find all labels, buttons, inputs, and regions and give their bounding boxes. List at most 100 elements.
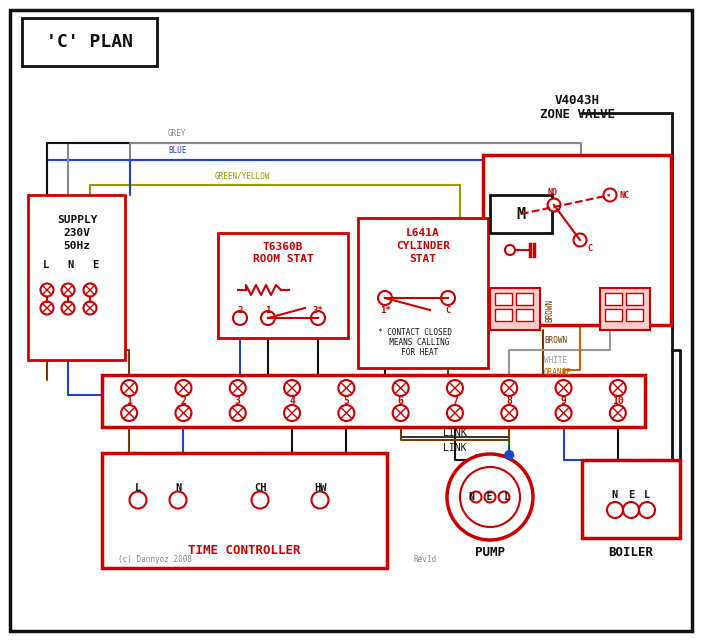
Text: 4: 4 (289, 396, 295, 406)
Circle shape (230, 380, 246, 396)
Circle shape (62, 283, 74, 297)
Circle shape (623, 502, 639, 518)
Text: 6: 6 (398, 396, 404, 406)
Circle shape (505, 451, 513, 459)
Bar (490, 288, 540, 330)
Text: 50Hz: 50Hz (63, 241, 91, 251)
Text: L: L (644, 490, 650, 500)
Circle shape (501, 405, 517, 421)
Circle shape (84, 301, 96, 315)
Text: SUPPLY: SUPPLY (57, 215, 98, 225)
Text: 1*: 1* (380, 306, 390, 315)
Text: WHITE: WHITE (544, 356, 567, 365)
Circle shape (447, 380, 463, 396)
Circle shape (610, 380, 626, 396)
Text: L   N   E: L N E (43, 260, 99, 270)
Bar (102, 453, 387, 568)
Circle shape (312, 492, 329, 508)
Text: C: C (445, 306, 451, 315)
Circle shape (378, 291, 392, 305)
Circle shape (548, 199, 560, 212)
Text: 3*: 3* (312, 306, 324, 315)
Circle shape (610, 405, 626, 421)
Circle shape (392, 405, 409, 421)
Text: C: C (588, 244, 592, 253)
Circle shape (607, 502, 623, 518)
Bar (600, 288, 650, 330)
Text: BROWN: BROWN (545, 299, 554, 322)
Text: 5: 5 (343, 396, 350, 406)
Circle shape (460, 467, 520, 527)
Text: ORANGE: ORANGE (544, 367, 571, 376)
Bar (495, 309, 512, 321)
Bar (490, 195, 552, 233)
Text: T6360B: T6360B (263, 242, 303, 252)
Text: 2: 2 (237, 306, 243, 315)
Text: 10: 10 (612, 396, 623, 406)
Circle shape (574, 233, 586, 247)
Circle shape (639, 502, 655, 518)
Text: BROWN: BROWN (544, 335, 567, 344)
Text: 8: 8 (506, 396, 512, 406)
Bar (483, 155, 671, 325)
Text: 1: 1 (265, 306, 271, 315)
Text: ZONE VALVE: ZONE VALVE (540, 108, 614, 121)
Text: LINK: LINK (443, 443, 467, 453)
Text: 9: 9 (561, 396, 567, 406)
Text: N: N (612, 490, 618, 500)
Circle shape (447, 405, 463, 421)
Text: BLUE: BLUE (168, 146, 187, 155)
Circle shape (498, 492, 510, 503)
Text: STAT: STAT (409, 254, 437, 264)
Text: HW: HW (314, 483, 326, 493)
Text: NO: NO (547, 188, 557, 197)
Bar (605, 293, 622, 305)
Text: CH: CH (253, 483, 266, 493)
Text: GREEN/YELLOW: GREEN/YELLOW (215, 171, 270, 180)
Text: 'C' PLAN: 'C' PLAN (46, 33, 133, 51)
Text: (c) Dannyoz 2008: (c) Dannyoz 2008 (118, 556, 192, 565)
Circle shape (604, 188, 616, 201)
Bar (358, 218, 488, 368)
Text: TIME CONTROLLER: TIME CONTROLLER (187, 544, 300, 556)
Bar (516, 293, 533, 305)
Bar (218, 233, 348, 338)
Circle shape (338, 380, 355, 396)
Text: ROOM STAT: ROOM STAT (253, 254, 313, 264)
Circle shape (233, 311, 247, 325)
Text: V4043H: V4043H (555, 94, 600, 106)
Circle shape (84, 283, 96, 297)
Bar (582, 460, 680, 538)
Text: 7: 7 (452, 396, 458, 406)
Circle shape (501, 380, 517, 396)
Circle shape (338, 405, 355, 421)
Text: GREY: GREY (168, 129, 187, 138)
Circle shape (555, 380, 571, 396)
Text: BOILER: BOILER (609, 545, 654, 558)
Text: 2: 2 (180, 396, 187, 406)
Text: N: N (175, 483, 181, 493)
Bar (22, 18, 157, 66)
Text: LINK: LINK (442, 428, 468, 438)
Text: M: M (517, 206, 526, 222)
Circle shape (505, 245, 515, 255)
Text: CYLINDER: CYLINDER (396, 241, 450, 251)
Circle shape (447, 454, 533, 540)
Circle shape (121, 405, 137, 421)
Bar (495, 293, 512, 305)
Circle shape (176, 380, 192, 396)
Bar (626, 293, 643, 305)
Circle shape (441, 291, 455, 305)
Circle shape (41, 283, 53, 297)
Text: 1: 1 (126, 396, 132, 406)
Text: * CONTACT CLOSED: * CONTACT CLOSED (378, 328, 452, 337)
Circle shape (484, 492, 496, 503)
Circle shape (261, 311, 275, 325)
Circle shape (470, 492, 482, 503)
Circle shape (169, 492, 187, 508)
Bar (516, 309, 533, 321)
Text: FOR HEAT: FOR HEAT (392, 347, 438, 356)
Circle shape (62, 301, 74, 315)
Bar (102, 375, 645, 427)
Bar (28, 195, 125, 360)
